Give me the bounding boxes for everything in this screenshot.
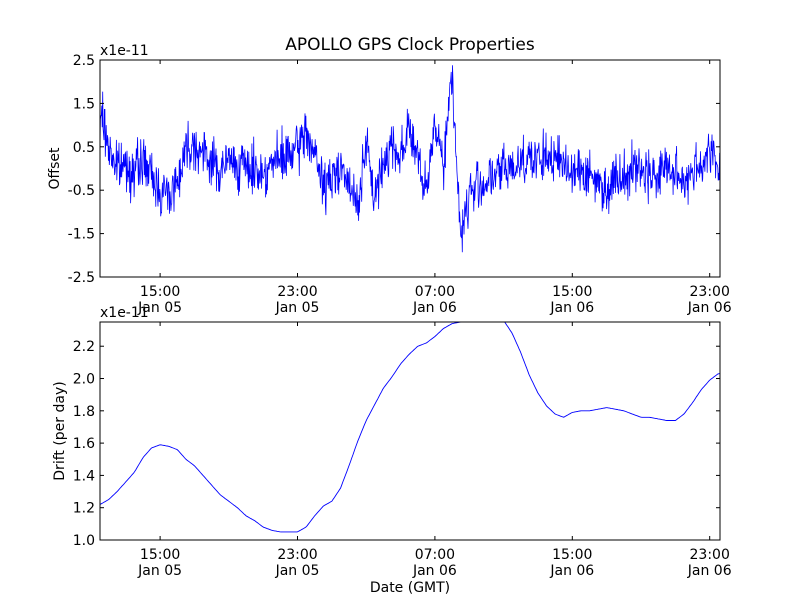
x-tick-label-time: 23:00 <box>277 547 317 563</box>
y-axis-multiplier: x1e-11 <box>100 305 149 321</box>
data-series-line <box>100 65 720 253</box>
x-tick-label-date: Jan 05 <box>275 563 320 579</box>
x-tick-label-date: Jan 06 <box>412 563 457 579</box>
x-tick-label-time: 15:00 <box>552 547 592 563</box>
axes-frame <box>99 59 721 278</box>
y-tick-label: 1.4 <box>73 468 95 484</box>
x-tick-label-time: 07:00 <box>415 547 455 563</box>
x-tick-label-date: Jan 06 <box>687 300 732 316</box>
y-tick-label: 0.5 <box>73 140 95 156</box>
y-tick-label: -1.5 <box>68 227 95 243</box>
x-tick-label-date: Jan 06 <box>687 563 732 579</box>
x-tick-label-date: Jan 05 <box>275 300 320 316</box>
x-tick-label-date: Jan 05 <box>137 300 182 316</box>
x-tick-label-time: 23:00 <box>690 547 730 563</box>
y-tick-label: 2.2 <box>73 339 95 355</box>
y-axis-label: Offset <box>47 147 63 190</box>
y-axis-label: Drift (per day) <box>52 381 68 480</box>
x-tick-label-time: 15:00 <box>140 547 180 563</box>
x-tick-label-time: 15:00 <box>552 284 592 300</box>
x-tick-label-time: 23:00 <box>690 284 730 300</box>
y-tick-label: 1.8 <box>73 404 95 420</box>
x-tick-label-date: Jan 05 <box>137 563 182 579</box>
y-tick-label: 2.0 <box>73 372 95 388</box>
chart-title: APOLLO GPS Clock Properties <box>285 35 535 55</box>
y-tick-label: 1.6 <box>73 436 95 452</box>
data-series-line <box>100 322 720 533</box>
x-tick-label-date: Jan 06 <box>412 300 457 316</box>
y-axis-multiplier: x1e-11 <box>100 43 149 59</box>
y-tick-label: 2.5 <box>73 53 95 69</box>
y-tick-label: 1.0 <box>73 533 95 549</box>
x-axis-label: Date (GMT) <box>370 580 450 596</box>
y-tick-label: -0.5 <box>68 183 95 199</box>
y-tick-label: -2.5 <box>68 270 95 286</box>
x-tick-label-time: 07:00 <box>415 284 455 300</box>
y-tick-label: 1.2 <box>73 501 95 517</box>
x-tick-label-time: 23:00 <box>277 284 317 300</box>
x-tick-label-date: Jan 06 <box>549 563 594 579</box>
axes-frame <box>99 321 721 541</box>
y-tick-label: 1.5 <box>73 96 95 112</box>
x-tick-label-date: Jan 06 <box>549 300 594 316</box>
x-tick-label-time: 15:00 <box>140 284 180 300</box>
